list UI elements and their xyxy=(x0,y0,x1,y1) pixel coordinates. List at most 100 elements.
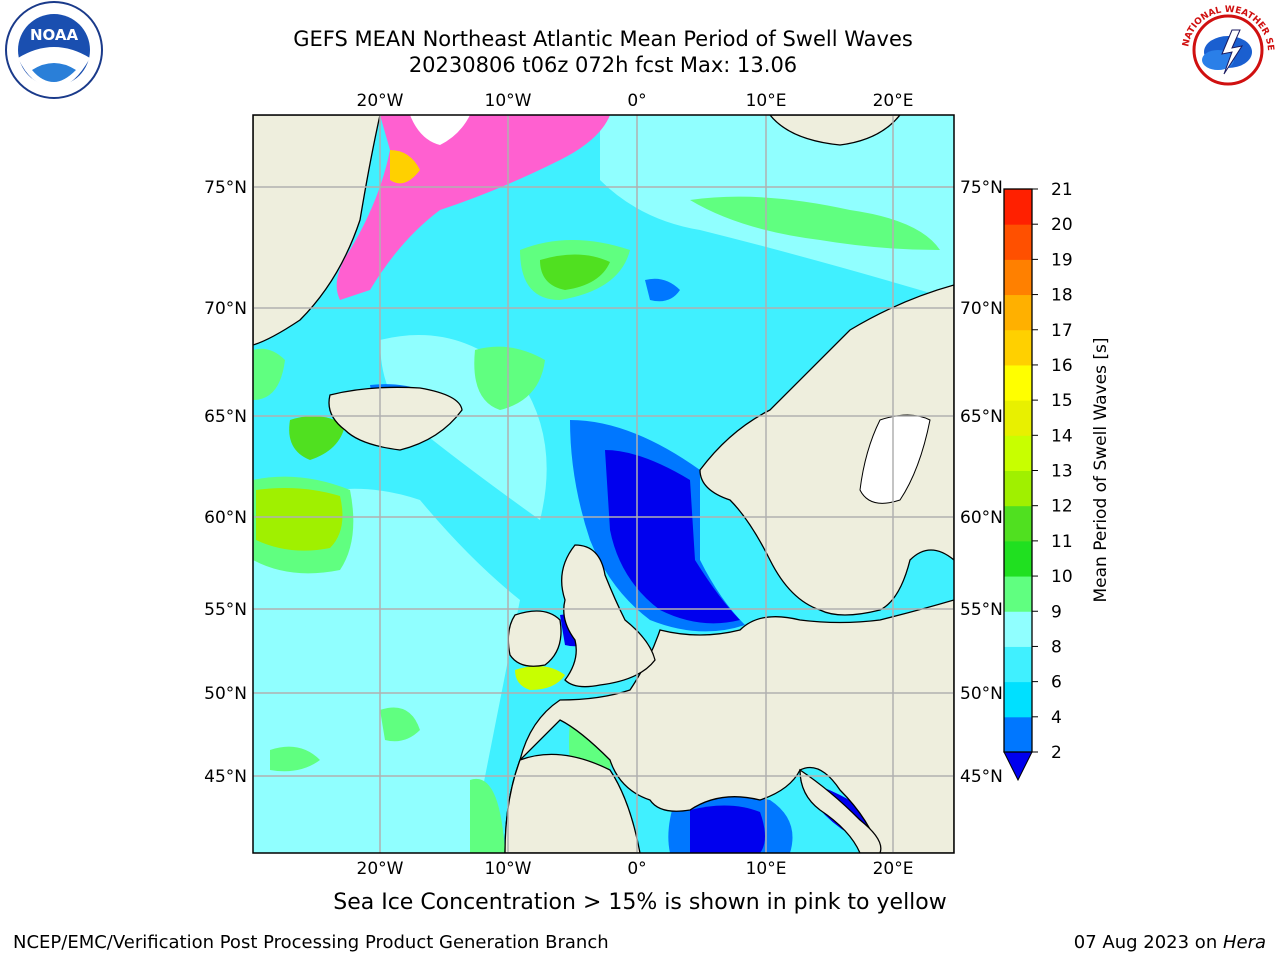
colorbar-segment xyxy=(1004,294,1032,331)
swell-patch-green xyxy=(540,254,610,290)
swell-patch-green xyxy=(253,348,285,400)
lat-label-left: 55°N xyxy=(204,600,247,620)
colorbar-tick-label: 8 xyxy=(1051,637,1062,657)
colorbar-segment xyxy=(1004,400,1032,436)
land-svalbard xyxy=(769,115,901,146)
lon-label-top: 20°W xyxy=(357,91,404,111)
noaa-logo-icon: NOAA xyxy=(5,1,103,99)
colorbar-segment xyxy=(1004,435,1032,471)
lon-label-bottom: 0° xyxy=(627,859,646,879)
colorbar-tick-label: 20 xyxy=(1051,215,1073,235)
colorbar-segment xyxy=(1004,576,1032,612)
colorbar-segment xyxy=(1004,505,1032,542)
noaa-logo-text: NOAA xyxy=(30,26,79,44)
swell-patch-green xyxy=(474,346,545,410)
lon-label-bottom: 10°E xyxy=(746,859,787,879)
lon-labels-bottom: 20°W 10°W 0° 10°E 20°E xyxy=(357,859,914,879)
land-ireland xyxy=(507,610,562,667)
swell-band-light xyxy=(253,488,520,853)
swell-patch-green xyxy=(256,488,343,551)
colorbar-tick-label: 2 xyxy=(1051,743,1062,763)
colorbar-tick-label: 21 xyxy=(1051,180,1073,200)
colorbar-tick-label: 19 xyxy=(1051,250,1073,270)
colorbar-tick-label: 11 xyxy=(1051,532,1073,552)
swell-patch-blue xyxy=(645,278,680,302)
lat-label-right: 50°N xyxy=(960,684,1003,704)
lat-label-right: 45°N xyxy=(960,767,1003,787)
graticule xyxy=(253,115,954,853)
footer-date: 07 Aug 2023 on Hera xyxy=(1074,932,1266,953)
lon-label-top: 0° xyxy=(627,91,646,111)
colorbar-tick-label: 4 xyxy=(1051,708,1062,728)
colorbar-segment xyxy=(1004,681,1032,718)
colorbar: 2 4 6 8 9 10 11 12 13 14 15 16 17 18 19 20 21 xyxy=(1003,180,1073,782)
colorbar-tick-label: 18 xyxy=(1051,286,1073,306)
swell-patch-green xyxy=(690,196,940,250)
sea-ice xyxy=(390,150,420,184)
lat-label-left: 60°N xyxy=(204,508,247,528)
land-iceland xyxy=(328,386,463,451)
swell-patch-blue xyxy=(605,450,740,624)
colorbar-label: Mean Period of Swell Waves [s] xyxy=(1091,338,1111,603)
footer-host: Hera xyxy=(1222,932,1266,953)
lat-label-left: 70°N xyxy=(204,299,247,319)
lat-label-right: 55°N xyxy=(960,600,1003,620)
map-subtitle: 20230806 t06z 072h fcst Max: 13.06 xyxy=(408,53,798,77)
colorbar-segment xyxy=(1004,611,1032,647)
lat-label-right: 70°N xyxy=(960,299,1003,319)
colorbar-segment xyxy=(1004,470,1032,507)
lat-label-left: 65°N xyxy=(204,407,247,427)
map-field xyxy=(253,115,954,853)
lon-label-bottom: 20°E xyxy=(873,859,914,879)
colorbar-segment xyxy=(1004,364,1032,401)
colorbar-segment xyxy=(1004,224,1032,260)
colorbar-tick-label: 14 xyxy=(1051,426,1073,446)
sea-ice xyxy=(410,115,470,145)
map-frame xyxy=(252,114,955,854)
swell-patch-green xyxy=(289,416,345,460)
lat-labels-right: 45°N 50°N 55°N 60°N 65°N 70°N 75°N xyxy=(960,178,1003,787)
colorbar-segment xyxy=(1004,540,1032,577)
colorbar-tick-label: 13 xyxy=(1051,462,1073,482)
colorbar-segment xyxy=(1004,189,1032,225)
land-italy xyxy=(799,768,882,853)
nws-logo-icon: NATIONAL WEATHER SERVICE xyxy=(1176,0,1276,98)
lon-label-bottom: 10°W xyxy=(485,859,532,879)
lat-label-right: 75°N xyxy=(960,178,1003,198)
lat-label-right: 65°N xyxy=(960,407,1003,427)
colorbar-tick-label: 9 xyxy=(1051,602,1062,622)
colorbar-segment xyxy=(1004,329,1032,366)
land-great-britain xyxy=(561,544,656,688)
sea-ice-note: Sea Ice Concentration > 15% is shown in … xyxy=(333,890,947,915)
footer-credit: NCEP/EMC/Verification Post Processing Pr… xyxy=(13,932,609,953)
colorbar-segment xyxy=(1004,646,1032,683)
lat-label-left: 75°N xyxy=(204,178,247,198)
lat-label-right: 60°N xyxy=(960,508,1003,528)
footer-date-text: 07 Aug 2023 on xyxy=(1073,932,1223,953)
lon-label-top: 10°E xyxy=(746,91,787,111)
colorbar-segment xyxy=(1004,716,1032,753)
lon-label-top: 10°W xyxy=(485,91,532,111)
swell-patch-blue xyxy=(690,805,765,853)
land-greenland xyxy=(253,115,381,346)
map-title: GEFS MEAN Northeast Atlantic Mean Period… xyxy=(293,27,913,51)
swell-patch-yellow xyxy=(515,666,565,690)
colorbar-under-arrow xyxy=(1003,751,1033,782)
swell-patch-green xyxy=(270,746,320,772)
lat-label-left: 50°N xyxy=(204,684,247,704)
lon-label-bottom: 20°W xyxy=(357,859,404,879)
lon-label-top: 20°E xyxy=(873,91,914,111)
swell-patch-green xyxy=(380,707,420,742)
lat-labels-left: 45°N 50°N 55°N 60°N 65°N 70°N 75°N xyxy=(204,178,247,787)
colorbar-tick-label: 16 xyxy=(1051,356,1073,376)
colorbar-tick-label: 6 xyxy=(1051,673,1062,693)
lat-label-left: 45°N xyxy=(204,767,247,787)
lon-labels-top: 20°W 10°W 0° 10°E 20°E xyxy=(357,91,914,111)
colorbar-tick-label: 15 xyxy=(1051,391,1073,411)
colorbar-tick-label: 12 xyxy=(1051,497,1073,517)
land-scandinavia xyxy=(699,284,954,616)
colorbar-segment xyxy=(1004,259,1032,296)
swell-patch-green xyxy=(470,778,505,853)
colorbar-tick-label: 17 xyxy=(1051,321,1073,341)
